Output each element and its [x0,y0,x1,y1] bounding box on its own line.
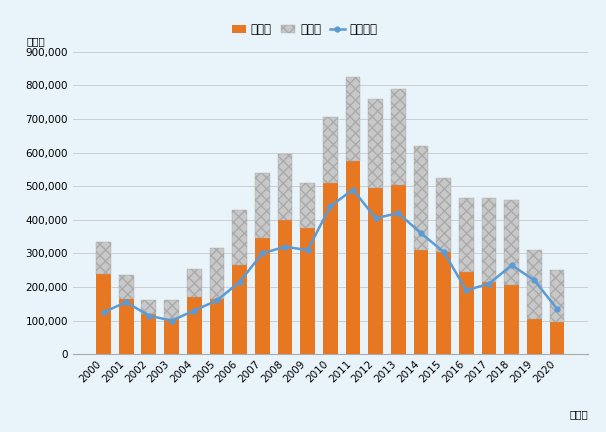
輸出台数 [372,216,379,221]
Bar [482,198,496,282]
Bar [119,299,133,354]
Bar [345,77,361,161]
輸出台数 [463,288,470,293]
Bar [164,301,179,319]
Bar [482,282,496,354]
Bar [345,161,361,354]
Bar [96,273,111,354]
輸出台数 [213,298,221,303]
Bar [300,183,315,228]
Bar [255,173,270,238]
Text: （台）: （台） [27,36,45,46]
Bar [391,184,405,354]
Bar [210,248,224,299]
Bar [414,146,428,250]
Bar [527,250,542,319]
Bar [459,198,474,272]
Line: 輸出台数: 輸出台数 [101,187,559,323]
輸出台数 [304,248,311,253]
Bar [436,178,451,252]
Bar [504,200,519,286]
輸出台数 [281,244,288,249]
輸出台数 [553,306,561,311]
Bar [527,319,542,354]
Bar [278,220,292,354]
輸出台数 [395,210,402,216]
Bar [187,297,202,354]
Bar [232,210,247,265]
Bar [232,265,247,354]
Bar [414,250,428,354]
Bar [459,272,474,354]
輸出台数 [236,280,243,285]
Bar [96,241,111,273]
Bar [278,154,292,220]
輸出台数 [100,310,107,315]
輸出台数 [440,249,447,254]
Bar [164,319,179,354]
輸出台数 [418,231,425,236]
Bar [210,299,224,354]
Bar [119,275,133,299]
輸出台数 [122,299,130,305]
Legend: 乗用車, 商用車, 輸出台数: 乗用車, 商用車, 輸出台数 [227,19,382,41]
輸出台数 [190,308,198,313]
Text: （年）: （年） [569,409,588,419]
Bar [141,301,156,314]
輸出台数 [349,187,356,192]
Bar [323,183,338,354]
Bar [368,99,383,188]
Bar [323,118,338,183]
Bar [504,286,519,354]
Bar [436,252,451,354]
輸出台数 [259,251,266,256]
Bar [368,188,383,354]
Bar [391,89,405,184]
輸出台数 [531,278,538,283]
輸出台数 [145,313,153,318]
Bar [550,270,564,322]
Bar [255,238,270,354]
輸出台数 [485,281,493,286]
Bar [300,228,315,354]
輸出台数 [168,318,175,323]
輸出台数 [508,263,515,268]
Bar [187,269,202,297]
Bar [141,314,156,354]
Bar [550,322,564,354]
輸出台数 [327,204,334,209]
